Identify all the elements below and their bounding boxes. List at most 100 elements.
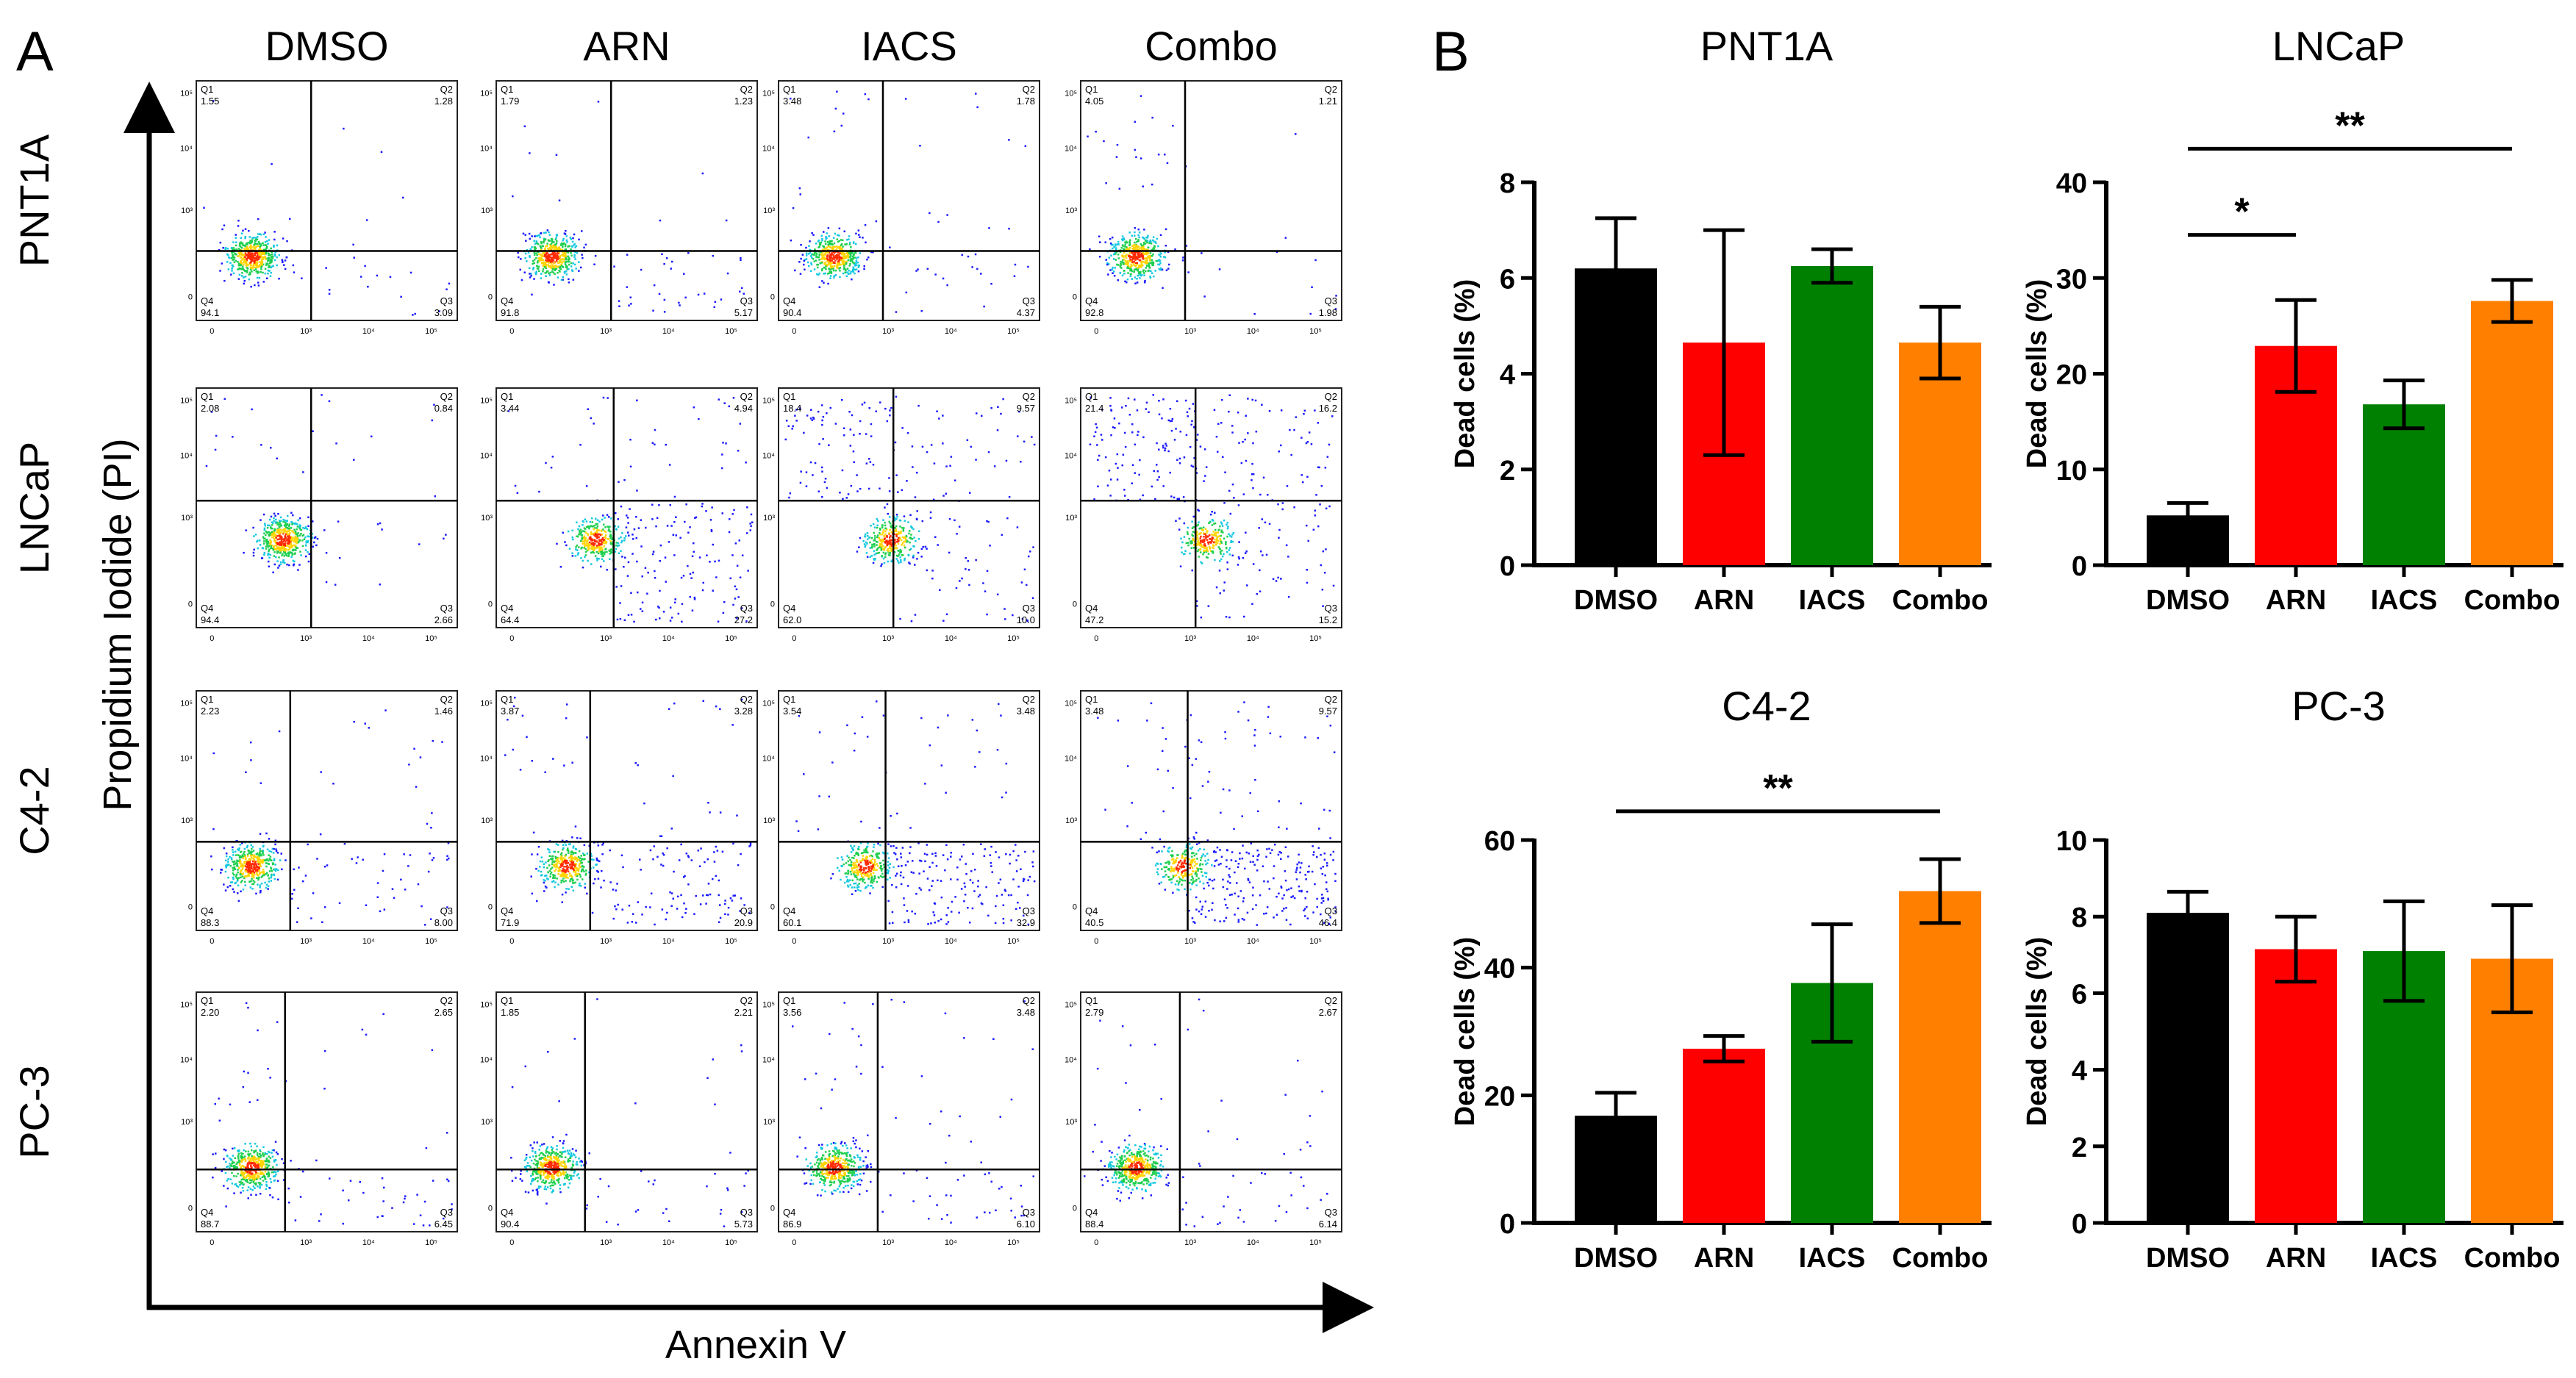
x-tick-label: 0 bbox=[1094, 937, 1098, 946]
x-tick-label: 10⁵ bbox=[1309, 937, 1322, 946]
panel-label-a: A bbox=[16, 21, 54, 83]
quadrant-value-q1: 2.79 bbox=[1085, 1007, 1103, 1018]
quadrant-value-q3: 15.2 bbox=[1319, 614, 1337, 625]
quadrant-value-q4: 86.9 bbox=[783, 1219, 801, 1230]
y-tick-label: 10³ bbox=[481, 514, 493, 523]
y-tick-label: 6 bbox=[2072, 979, 2087, 1010]
y-tick-label: 10⁵ bbox=[762, 89, 775, 98]
quadrant-value-q2: 1.46 bbox=[434, 706, 453, 717]
x-tick-label: Combo bbox=[1892, 1243, 1989, 1274]
bar-charts-panel: PNT1A 0 2 4 6 8 Dead cells (%) DMSO ARN IACS Combo… bbox=[1450, 23, 2564, 1274]
quadrant-value-q4: 40.5 bbox=[1085, 917, 1103, 928]
flow-plot-frame bbox=[196, 80, 458, 321]
y-tick-label: 10⁵ bbox=[1065, 89, 1077, 98]
x-tick-label: IACS bbox=[2371, 1243, 2438, 1274]
y-tick-label: 8 bbox=[1500, 168, 1515, 199]
x-tick-label: Combo bbox=[2464, 585, 2561, 616]
quadrant-value-q2: 1.78 bbox=[1017, 96, 1035, 107]
x-tick-label: 10⁴ bbox=[362, 327, 375, 336]
x-tick-label: 10⁵ bbox=[725, 327, 737, 336]
quadrant-name: Q1 bbox=[201, 995, 213, 1006]
y-tick-label: 10 bbox=[2056, 456, 2087, 487]
x-tick-label: 10³ bbox=[300, 327, 312, 336]
density-dots bbox=[512, 101, 745, 313]
quadrant-value-q3: 6.45 bbox=[434, 1219, 453, 1230]
quadrant-name: Q1 bbox=[783, 84, 795, 95]
quadrant-value-q4: 64.4 bbox=[501, 614, 519, 625]
quadrant-name: Q1 bbox=[201, 694, 213, 705]
x-tick-label: IACS bbox=[2371, 585, 2438, 616]
quadrant-value-q2: 4.94 bbox=[734, 403, 753, 414]
x-tick-label: 0 bbox=[210, 937, 214, 946]
quadrant-value-q1: 3.48 bbox=[783, 96, 801, 107]
quadrant-name: Q1 bbox=[501, 694, 513, 705]
x-tick-label: 10³ bbox=[882, 327, 894, 336]
quadrant-value-q1: 1.79 bbox=[501, 96, 519, 107]
y-tick-label: 0 bbox=[188, 293, 193, 301]
bar-dmso bbox=[2147, 912, 2229, 1223]
y-tick-label: 0 bbox=[770, 600, 775, 609]
y-tick-label: 20 bbox=[1484, 1081, 1515, 1112]
x-tick-label: 10⁵ bbox=[1007, 634, 1020, 643]
quadrant-name: Q2 bbox=[1023, 84, 1035, 95]
quadrant-value-q3: 6.10 bbox=[1017, 1219, 1035, 1230]
quadrant-value-q2: 9.57 bbox=[1017, 403, 1035, 414]
quadrant-value-q2: 9.57 bbox=[1319, 706, 1337, 717]
x-tick-label: ARN bbox=[2266, 1243, 2326, 1274]
density-dots bbox=[784, 395, 1036, 622]
x-tick-label: 10⁵ bbox=[725, 1238, 737, 1247]
quadrant-value-q2: 1.21 bbox=[1319, 96, 1337, 107]
quadrant-name: Q3 bbox=[740, 1207, 753, 1218]
y-axis-label: Dead cells (%) bbox=[2022, 937, 2053, 1127]
quadrant-value-q4: 90.4 bbox=[501, 1219, 519, 1230]
y-tick-label: 10⁵ bbox=[180, 89, 193, 98]
x-tick-label: 10³ bbox=[600, 327, 612, 336]
quadrant-value-q3: 20.9 bbox=[734, 917, 753, 928]
quadrant-value-q3: 4.37 bbox=[1017, 307, 1035, 318]
x-tick-label: 0 bbox=[210, 634, 214, 643]
y-axis-label: Dead cells (%) bbox=[2022, 279, 2053, 469]
x-tick-label: 0 bbox=[210, 327, 214, 336]
quadrant-name: Q2 bbox=[440, 84, 453, 95]
y-tick-label: 10⁴ bbox=[180, 451, 193, 460]
flow-plot-frame bbox=[1080, 387, 1342, 628]
quadrant-value-q2: 1.28 bbox=[434, 96, 453, 107]
row-header-lncap: LNCaP bbox=[11, 442, 57, 575]
quadrant-value-q3: 10.0 bbox=[1017, 614, 1035, 625]
flow-plot-frame bbox=[1080, 991, 1342, 1232]
quadrant-value-q1: 3.87 bbox=[501, 706, 519, 717]
flow-plot: 0 10³ 10⁴ 10⁵ 0 10³ 10⁴ 10⁵ Q11.79 Q21.23 Q35.17 Q4… bbox=[480, 80, 758, 336]
quadrant-name: Q4 bbox=[501, 1207, 513, 1218]
x-tick-label: IACS bbox=[1799, 1243, 1866, 1274]
quadrant-name: Q4 bbox=[201, 603, 213, 614]
x-tick-label: 10⁴ bbox=[945, 937, 957, 946]
x-tick-label: 10⁴ bbox=[1247, 327, 1259, 336]
y-tick-label: 10⁴ bbox=[1065, 1055, 1077, 1064]
y-tick-label: 0 bbox=[1073, 1204, 1077, 1213]
x-tick-label: 10³ bbox=[1184, 327, 1196, 336]
y-tick-label: 8 bbox=[2072, 902, 2087, 933]
quadrant-value-q1: 4.05 bbox=[1085, 96, 1103, 107]
x-tick-label: 10⁵ bbox=[1309, 634, 1322, 643]
x-tick-label: 0 bbox=[1094, 1238, 1098, 1247]
bar-arn bbox=[1683, 1048, 1765, 1223]
y-tick-label: 0 bbox=[1073, 293, 1077, 301]
quadrant-name: Q4 bbox=[783, 905, 795, 916]
quadrant-value-q4: 92.8 bbox=[1085, 307, 1103, 318]
flow-plot-frame bbox=[778, 991, 1040, 1232]
significance-label: * bbox=[2234, 191, 2250, 234]
quadrant-name: Q3 bbox=[440, 603, 453, 614]
x-tick-label: 10⁴ bbox=[662, 937, 675, 946]
x-tick-label: Combo bbox=[1892, 585, 1989, 616]
row-header-pc-3: PC-3 bbox=[11, 1065, 57, 1159]
column-header-dmso: DMSO bbox=[265, 23, 389, 69]
y-tick-label: 0 bbox=[1073, 902, 1077, 911]
y-tick-label: 10³ bbox=[481, 1118, 493, 1127]
quadrant-value-q1: 3.54 bbox=[783, 706, 801, 717]
x-tick-label: 10⁴ bbox=[945, 634, 957, 643]
y-tick-label: 10³ bbox=[763, 207, 775, 215]
x-tick-label: 10³ bbox=[1184, 634, 1196, 643]
flow-plot: 0 10³ 10⁴ 10⁵ 0 10³ 10⁴ 10⁵ Q11.85 Q22.21 Q35.73 Q4… bbox=[480, 991, 758, 1247]
x-tick-label: 10⁴ bbox=[1247, 634, 1259, 643]
row-header-c4-2: C4-2 bbox=[11, 766, 57, 855]
